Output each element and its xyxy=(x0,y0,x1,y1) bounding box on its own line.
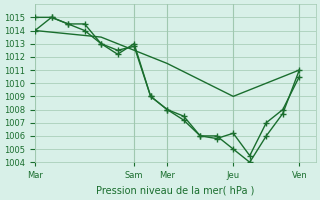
X-axis label: Pression niveau de la mer( hPa ): Pression niveau de la mer( hPa ) xyxy=(96,186,255,196)
